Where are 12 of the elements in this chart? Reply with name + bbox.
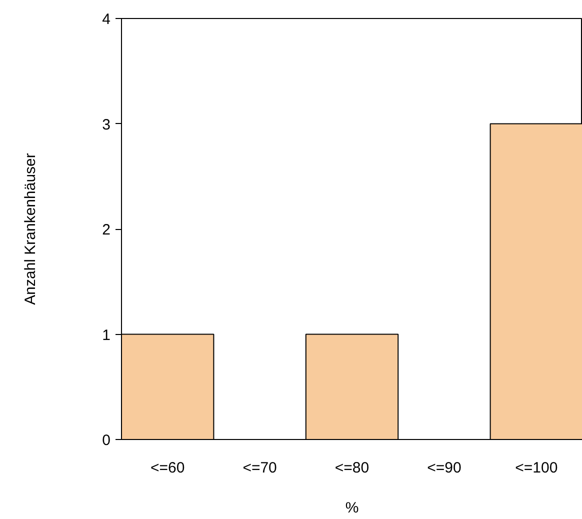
x-tick-label: <=80 — [334, 460, 370, 476]
y-tick-label: 3 — [102, 116, 110, 134]
x-tick-label: <=100 — [515, 460, 558, 476]
x-tick-label: <=90 — [427, 460, 462, 476]
y-tick-label: 0 — [102, 432, 110, 449]
y-tick-label: 4 — [102, 11, 110, 28]
x-axis-title: % — [345, 500, 359, 516]
x-tick-label: <=70 — [242, 460, 277, 476]
y-tick-label: 2 — [102, 222, 110, 238]
x-tick-label: <=60 — [150, 460, 185, 476]
y-axis-title: Anzahl Krankenhäuser — [22, 153, 40, 305]
y-tick-label: 1 — [102, 326, 110, 344]
